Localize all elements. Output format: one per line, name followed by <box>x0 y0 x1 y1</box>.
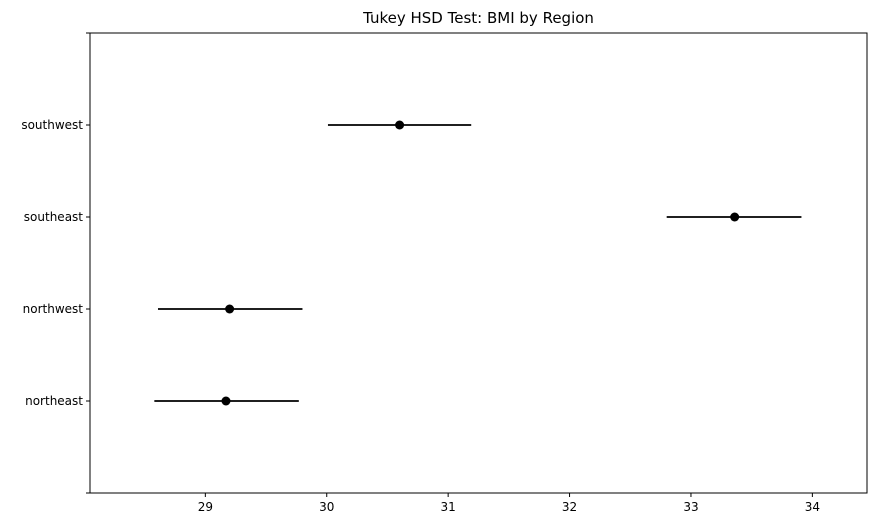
confidence-intervals <box>154 124 802 402</box>
mean-marker-northeast <box>221 396 231 406</box>
y-tick-label-northwest: northwest <box>23 302 84 316</box>
chart-title: Tukey HSD Test: BMI by Region <box>362 9 594 27</box>
x-tick-label: 29 <box>198 500 213 514</box>
mean-markers <box>221 120 740 406</box>
mean-marker-northwest <box>225 304 235 314</box>
mean-marker-southeast <box>730 212 740 222</box>
x-tick-label: 34 <box>805 500 820 514</box>
mean-marker-southwest <box>395 120 405 130</box>
x-tick-label: 31 <box>441 500 456 514</box>
y-tick-label-southeast: southeast <box>24 210 83 224</box>
y-tick-label-southwest: southwest <box>21 118 83 132</box>
x-tick-label: 32 <box>562 500 577 514</box>
y-tick-label-northeast: northeast <box>25 394 83 408</box>
x-tick-label: 30 <box>319 500 334 514</box>
x-tick-label: 33 <box>683 500 698 514</box>
plot-area-frame <box>89 32 868 494</box>
y-axis-ticks: northeast northwest southeast southwest <box>21 32 90 494</box>
x-axis-ticks: 29 30 31 32 33 34 <box>198 493 820 514</box>
